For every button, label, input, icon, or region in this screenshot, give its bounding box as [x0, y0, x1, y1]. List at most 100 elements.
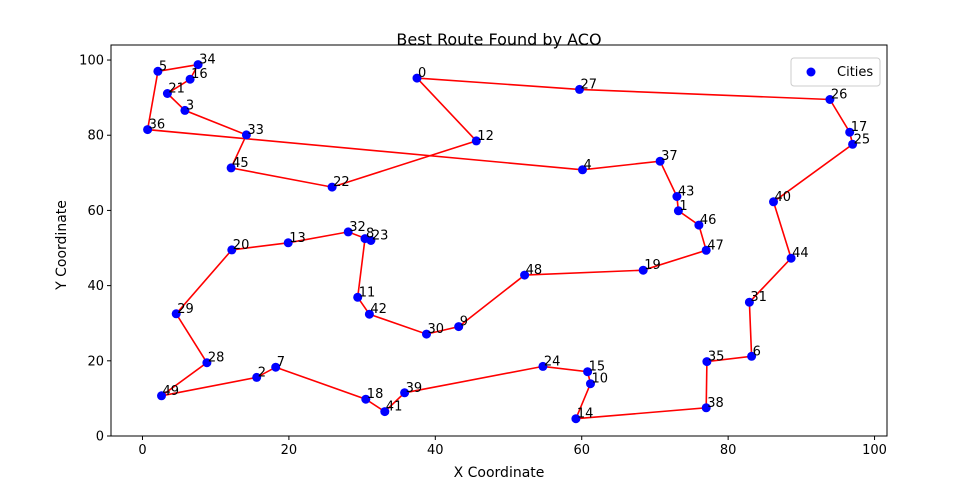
city-point-31: [744, 297, 754, 307]
plot-frame: [110, 44, 888, 437]
city-point-28: [202, 358, 212, 368]
city-label-48: 48: [526, 263, 543, 278]
city-label-20: 20: [233, 238, 250, 253]
chart-title: Best Route Found by ACO: [396, 30, 601, 49]
city-label-24: 24: [544, 354, 561, 369]
city-label-37: 37: [661, 149, 678, 164]
city-label-3: 3: [186, 98, 194, 113]
city-point-30: [422, 329, 431, 339]
city-point-38: [701, 403, 711, 413]
city-point-27: [575, 84, 584, 94]
x-tick-label: 0: [138, 443, 146, 458]
city-label-15: 15: [589, 360, 606, 375]
x-tick-label: 80: [720, 443, 737, 458]
city-label-16: 16: [191, 67, 208, 82]
city-point-41: [380, 407, 390, 417]
city-point-19: [638, 265, 648, 275]
city-point-9: [454, 322, 464, 332]
x-tick-label: 60: [573, 443, 590, 458]
city-label-26: 26: [831, 88, 848, 103]
city-point-43: [672, 192, 682, 201]
city-label-18: 18: [367, 387, 384, 402]
city-label-13: 13: [289, 231, 306, 246]
city-label-12: 12: [477, 129, 494, 144]
city-point-23: [366, 236, 376, 245]
city-label-43: 43: [678, 185, 695, 200]
city-label-27: 27: [581, 77, 598, 92]
city-label-7: 7: [277, 355, 285, 370]
y-tick-label: 40: [87, 279, 104, 294]
city-label-4: 4: [584, 158, 592, 173]
city-label-40: 40: [775, 190, 792, 205]
city-label-19: 19: [644, 258, 661, 273]
city-label-32: 32: [349, 220, 366, 235]
city-label-42: 42: [370, 302, 387, 317]
city-point-24: [538, 361, 548, 371]
city-point-20: [227, 245, 237, 255]
y-tick-label: 80: [87, 129, 104, 144]
city-label-34: 34: [199, 53, 216, 68]
city-point-42: [364, 309, 374, 319]
city-label-45: 45: [232, 156, 249, 171]
city-point-1: [673, 206, 683, 216]
city-point-2: [252, 372, 262, 382]
city-label-28: 28: [208, 351, 225, 366]
legend-label-cities: Cities: [837, 65, 873, 80]
city-label-35: 35: [708, 350, 725, 365]
x-tick-label: 40: [427, 443, 444, 458]
city-point-3: [180, 105, 190, 115]
city-point-40: [769, 197, 778, 207]
city-label-1: 1: [679, 199, 687, 214]
city-point-22: [327, 182, 337, 192]
city-point-15: [583, 367, 593, 377]
x-axis-ticks: 0 20 40 60 80 100: [138, 436, 887, 458]
city-point-46: [694, 220, 704, 230]
city-point-47: [701, 245, 711, 255]
city-label-33: 33: [247, 123, 264, 138]
city-point-13: [283, 238, 293, 248]
city-label-10: 10: [592, 372, 609, 387]
city-point-29: [171, 309, 181, 319]
city-label-49: 49: [163, 384, 180, 399]
city-label-41: 41: [386, 400, 403, 415]
city-point-37: [655, 156, 665, 166]
city-point-32: [343, 227, 353, 237]
city-label-29: 29: [177, 302, 194, 317]
city-point-11: [353, 292, 363, 302]
y-axis-label: Y Coordinate: [54, 200, 70, 291]
city-point-21: [162, 89, 172, 98]
city-label-2: 2: [258, 365, 266, 380]
city-label-5: 5: [159, 59, 167, 74]
city-label-22: 22: [333, 175, 350, 190]
city-point-0: [412, 73, 422, 83]
city-point-36: [143, 125, 153, 135]
city-point-4: [578, 165, 587, 175]
legend: Cities: [790, 57, 881, 87]
city-label-38: 38: [707, 396, 724, 411]
city-label-30: 30: [428, 322, 445, 337]
city-label-0: 0: [418, 66, 426, 81]
city-label-8: 8: [366, 227, 374, 242]
city-label-17: 17: [851, 120, 868, 135]
city-label-46: 46: [700, 213, 717, 228]
city-label-31: 31: [750, 290, 767, 305]
city-label-44: 44: [792, 246, 809, 261]
city-label-9: 9: [460, 315, 468, 330]
city-point-7: [271, 362, 281, 372]
x-axis-label: X Coordinate: [454, 465, 545, 481]
city-label-6: 6: [753, 344, 761, 359]
city-point-33: [241, 130, 251, 140]
city-point-39: [400, 388, 410, 398]
city-point-44: [786, 253, 796, 263]
city-point-14: [571, 414, 581, 424]
city-point-35: [702, 357, 712, 367]
city-label-14: 14: [577, 407, 594, 422]
city-point-16: [185, 74, 195, 84]
city-point-12: [471, 136, 481, 146]
city-point-49: [157, 391, 166, 401]
city-labels-layer: 0123456789101213141516171819202122232425…: [149, 53, 871, 422]
x-tick-label: 20: [281, 443, 298, 458]
points-layer: [143, 60, 858, 424]
y-tick-label: 100: [79, 54, 104, 69]
city-point-5: [153, 66, 163, 76]
